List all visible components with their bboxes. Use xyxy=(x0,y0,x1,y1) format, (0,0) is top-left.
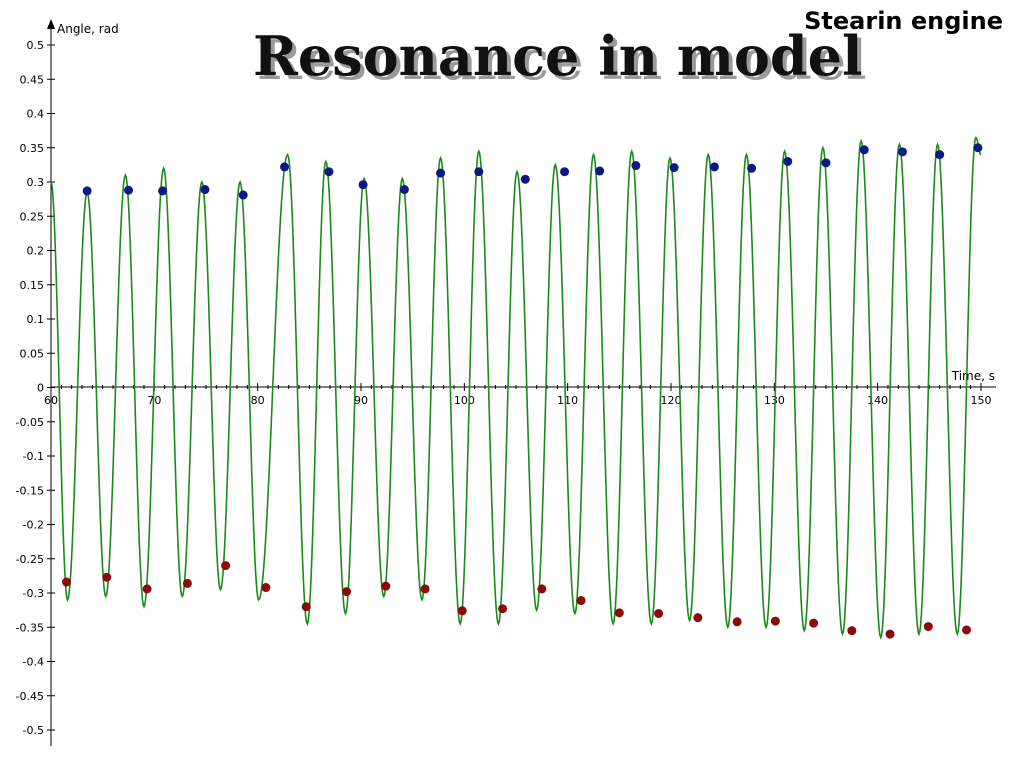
minimum-point xyxy=(381,581,391,591)
maximum-point xyxy=(560,167,570,177)
y-tick-label: 0 xyxy=(37,382,44,395)
y-tick-label: 0.15 xyxy=(20,279,45,292)
maximum-point xyxy=(124,185,133,195)
maximum-point xyxy=(280,162,290,172)
maximum-point xyxy=(821,158,831,168)
angle-curve xyxy=(50,136,982,640)
y-tick-label: -0.4 xyxy=(23,656,44,669)
y-tick-label: 0.5 xyxy=(27,39,45,52)
maximum-point xyxy=(324,167,334,177)
maximum-point xyxy=(935,150,945,160)
y-ticks: 0.5 0.45 0.4 0.35 0.3 0.25 0.2 0.15 0.1 0.05 0 -0.0… xyxy=(16,39,55,737)
maximum-point xyxy=(783,156,793,166)
x-ticks: 60 70 80 90 100 110 120 130 140 150 xyxy=(44,383,992,407)
maxima-points xyxy=(82,143,983,200)
minimum-point xyxy=(420,584,430,594)
x-tick-label: 120 xyxy=(661,394,682,407)
x-tick-label: 90 xyxy=(354,394,368,407)
x-tick-label: 100 xyxy=(454,394,475,407)
y-tick-label: -0.15 xyxy=(16,484,44,497)
y-axis-arrow xyxy=(47,19,55,29)
minimum-point xyxy=(261,583,271,593)
y-tick-label: -0.5 xyxy=(23,724,44,737)
minimum-point xyxy=(457,606,467,616)
y-tick-label: -0.2 xyxy=(23,519,44,532)
maximum-point xyxy=(897,147,907,157)
maximum-point xyxy=(399,185,409,195)
minimum-point xyxy=(962,625,972,635)
maximum-point xyxy=(82,186,92,196)
minimum-point xyxy=(614,608,624,618)
maximum-point xyxy=(436,168,446,178)
maximum-point xyxy=(595,166,605,176)
maximum-point xyxy=(747,163,757,173)
minimum-point xyxy=(732,617,742,627)
minimum-point xyxy=(301,602,311,612)
minimum-point xyxy=(885,629,895,639)
maximum-point xyxy=(669,163,679,173)
x-axis-label: Time, s xyxy=(951,369,995,383)
corner-title: Stearin engine xyxy=(804,7,1003,35)
y-tick-label: -0.1 xyxy=(23,450,44,463)
y-tick-label: -0.25 xyxy=(16,553,44,566)
minimum-point xyxy=(654,609,664,619)
maximum-point xyxy=(709,162,719,172)
y-axis-label: Angle, rad xyxy=(57,22,119,36)
maximum-point xyxy=(520,174,530,184)
y-tick-label: 0.4 xyxy=(27,108,45,121)
axes: Angle, rad Time, s xyxy=(47,19,996,746)
minimum-point xyxy=(102,572,112,582)
minimum-point xyxy=(537,584,547,594)
minimum-point xyxy=(770,616,780,626)
minimum-point xyxy=(62,577,71,587)
minimum-point xyxy=(809,618,819,628)
page-title-shadow: Resonance in model xyxy=(257,28,867,92)
minimum-point xyxy=(221,561,231,571)
minima-points xyxy=(62,561,972,639)
maximum-point xyxy=(200,185,210,195)
minimum-point xyxy=(142,584,152,594)
maximum-point xyxy=(158,186,168,196)
minimum-point xyxy=(923,622,933,632)
x-tick-label: 80 xyxy=(251,394,265,407)
x-tick-label: 70 xyxy=(147,394,161,407)
minimum-point xyxy=(847,626,857,636)
y-tick-label: 0.3 xyxy=(27,176,45,189)
minimum-point xyxy=(498,604,508,614)
x-tick-label: 140 xyxy=(867,394,888,407)
maximum-point xyxy=(973,143,983,153)
minimum-point xyxy=(182,578,192,588)
maximum-point xyxy=(474,167,484,177)
maximum-point xyxy=(631,161,641,171)
y-tick-label: -0.3 xyxy=(23,587,44,600)
y-tick-label: -0.05 xyxy=(16,416,44,429)
y-tick-label: 0.1 xyxy=(27,313,45,326)
y-tick-label: 0.45 xyxy=(20,73,45,86)
y-tick-label: 0.25 xyxy=(20,210,45,223)
x-tick-label: 110 xyxy=(557,394,578,407)
maximum-point xyxy=(238,190,248,200)
maximum-point xyxy=(358,180,368,190)
x-tick-label: 60 xyxy=(44,394,58,407)
y-tick-label: -0.45 xyxy=(16,690,44,703)
y-tick-label: 0.2 xyxy=(27,245,45,258)
minimum-point xyxy=(342,587,352,597)
minimum-point xyxy=(693,613,703,623)
page-title: Resonance in model xyxy=(253,24,863,88)
minimum-point xyxy=(576,596,586,606)
y-tick-label: 0.05 xyxy=(20,347,45,360)
y-tick-label: -0.35 xyxy=(16,621,44,634)
x-tick-label: 150 xyxy=(971,394,992,407)
maximum-point xyxy=(859,145,869,155)
y-tick-label: 0.35 xyxy=(20,142,45,155)
